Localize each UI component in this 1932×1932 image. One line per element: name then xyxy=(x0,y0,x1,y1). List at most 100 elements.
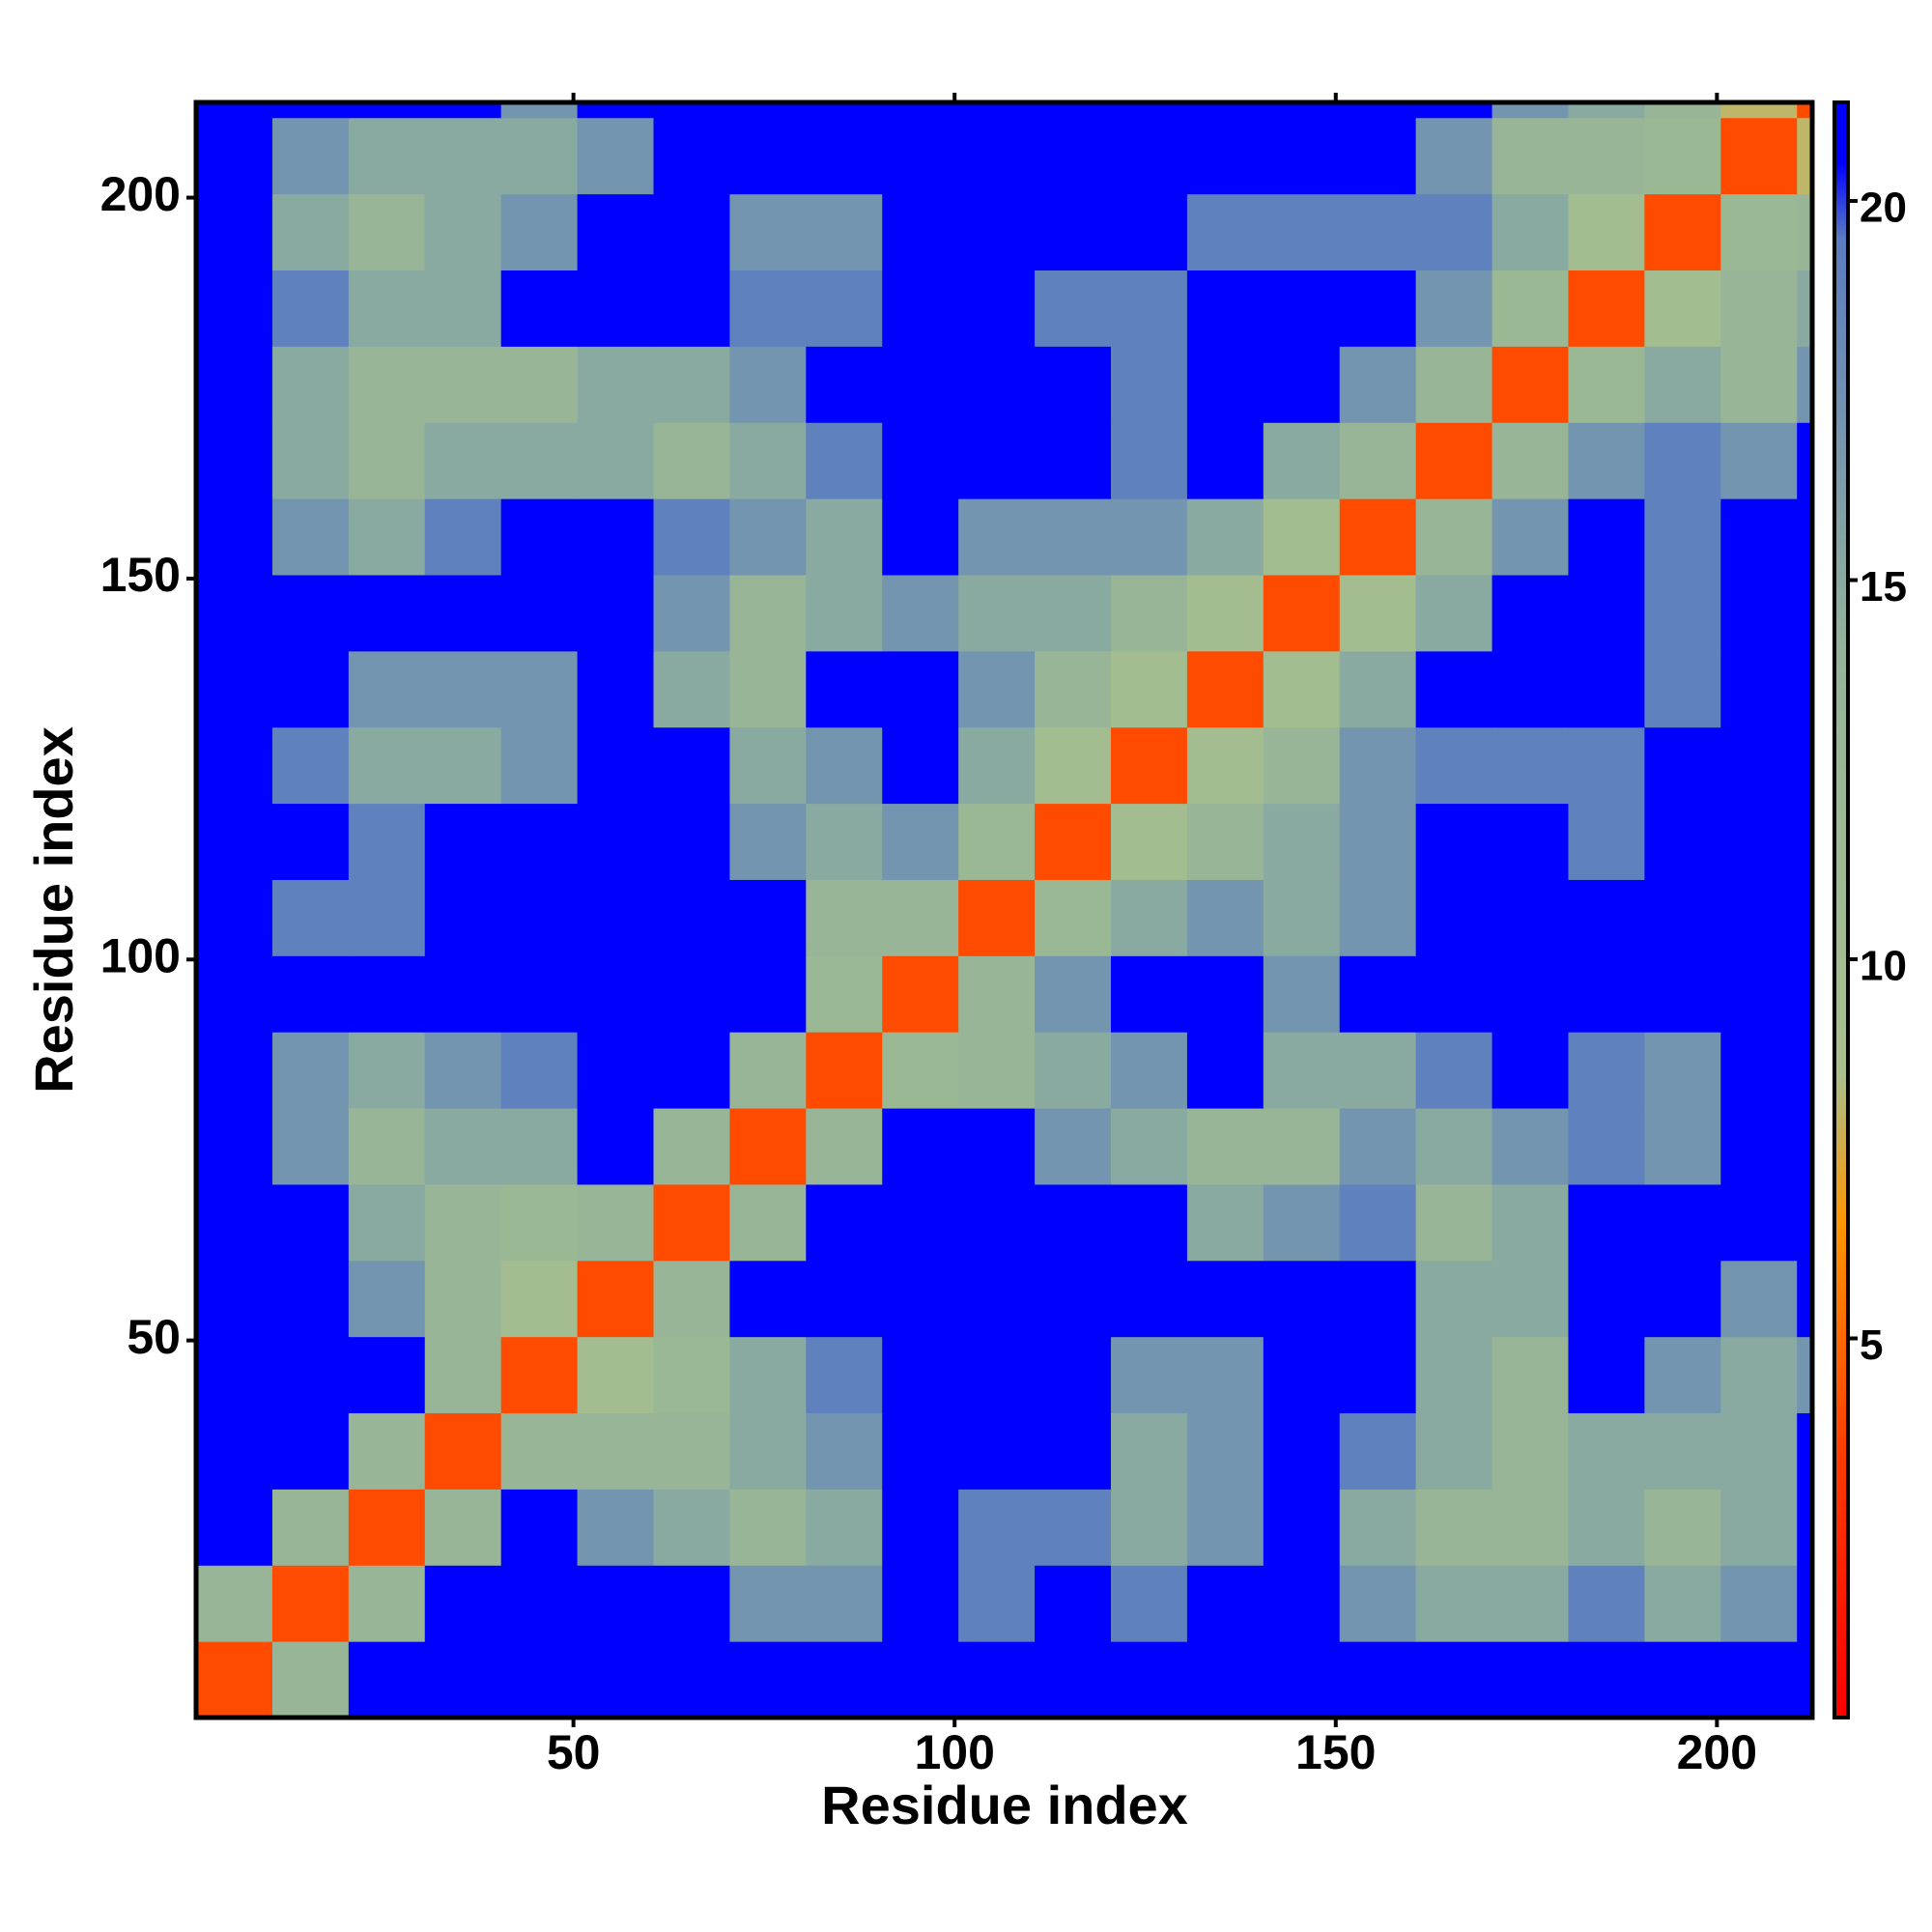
heatmap-cell xyxy=(1263,1412,1341,1490)
heatmap-cell xyxy=(1492,574,1569,652)
heatmap-cell xyxy=(1186,102,1264,119)
heatmap-cell xyxy=(958,803,1036,880)
heatmap-cell xyxy=(1035,270,1112,347)
heatmap-cell xyxy=(958,1412,1036,1490)
heatmap-cell xyxy=(1186,1032,1264,1109)
heatmap-cell xyxy=(1263,1489,1341,1566)
heatmap-cell xyxy=(348,117,426,195)
heatmap-cell xyxy=(1644,498,1721,576)
heatmap-cell xyxy=(1415,1032,1493,1109)
heatmap-cell xyxy=(1186,955,1264,1033)
heatmap-cell xyxy=(1492,117,1569,195)
heatmap-cell xyxy=(500,346,579,423)
heatmap-cell xyxy=(882,117,959,195)
heatmap-cell xyxy=(1110,803,1188,880)
heatmap-cell xyxy=(424,1108,502,1185)
heatmap-cell xyxy=(348,270,426,347)
heatmap-cell xyxy=(424,498,502,576)
heatmap-cell xyxy=(958,879,1036,956)
heatmap-cell xyxy=(1263,498,1341,576)
heatmap-cell xyxy=(196,1183,273,1262)
heatmap-cell xyxy=(806,1565,883,1642)
heatmap-cell xyxy=(1263,955,1341,1033)
heatmap-cell xyxy=(1568,117,1645,195)
heatmap-cell xyxy=(882,1032,959,1109)
heatmap-cell xyxy=(1035,1108,1112,1185)
heatmap-cell xyxy=(1720,955,1798,1033)
heatmap-cell xyxy=(806,726,883,805)
heatmap-cell xyxy=(500,726,579,805)
heatmap-cell xyxy=(729,498,807,576)
heatmap-cell xyxy=(1568,1641,1645,1719)
heatmap-cell xyxy=(1644,1489,1721,1566)
heatmap-cell xyxy=(271,1032,350,1109)
heatmap-cell xyxy=(958,422,1036,499)
heatmap-cell xyxy=(577,1565,654,1642)
heatmap-cell xyxy=(1339,879,1417,956)
heatmap-cell xyxy=(577,346,654,423)
heatmap-cell xyxy=(1797,346,1813,423)
heatmap-cell xyxy=(1339,803,1417,880)
heatmap-cell xyxy=(958,1032,1036,1109)
heatmap-cell xyxy=(1644,574,1721,652)
heatmap-cell xyxy=(958,650,1036,728)
heatmap-cell xyxy=(1492,1641,1569,1719)
heatmap-cell xyxy=(1720,1489,1798,1566)
heatmap-cell xyxy=(1263,726,1341,805)
heatmap-cell xyxy=(958,1641,1036,1719)
heatmap-cell xyxy=(1415,1489,1493,1566)
heatmap-cell xyxy=(882,955,959,1033)
heatmap-cell xyxy=(729,955,807,1033)
heatmap-cell xyxy=(1492,1412,1569,1490)
heatmap-cell xyxy=(1644,422,1721,499)
heatmap-cell xyxy=(653,1412,730,1490)
heatmap-cell xyxy=(1263,1032,1341,1109)
heatmap-cell xyxy=(348,650,426,728)
heatmap-cell xyxy=(1035,879,1112,956)
heatmap-cell xyxy=(1035,1412,1112,1490)
heatmap-cell xyxy=(348,1336,426,1414)
heatmap-cell xyxy=(882,193,959,271)
heatmap-cell xyxy=(1644,1641,1721,1719)
heatmap-cell xyxy=(577,498,654,576)
heatmap-cell xyxy=(1186,1489,1264,1566)
heatmap-cell xyxy=(958,270,1036,347)
heatmap-cell xyxy=(806,270,883,347)
heatmap-cell xyxy=(196,1108,273,1185)
heatmap-cell xyxy=(1186,1565,1264,1642)
heatmap-cell xyxy=(424,422,502,499)
heatmap-cell xyxy=(1720,1565,1798,1642)
heatmap-cell xyxy=(500,1183,579,1262)
heatmap-cell xyxy=(1568,726,1645,805)
heatmap-cell xyxy=(1415,1412,1493,1490)
heatmap-cell xyxy=(196,1565,273,1642)
heatmap-cell xyxy=(424,1412,502,1490)
heatmap-cell xyxy=(348,1412,426,1490)
heatmap-cell xyxy=(271,574,350,652)
heatmap-cell xyxy=(196,1032,273,1109)
heatmap-cell xyxy=(1492,1183,1569,1262)
heatmap-cell xyxy=(882,1489,959,1566)
heatmap-cell xyxy=(1720,1336,1798,1414)
heatmap-cell xyxy=(1263,879,1341,956)
heatmap-cell xyxy=(1644,650,1721,728)
heatmap-cell xyxy=(348,422,426,499)
heatmap-cell xyxy=(1568,270,1645,347)
heatmap-cell xyxy=(500,1489,579,1566)
heatmap-cell xyxy=(882,270,959,347)
heatmap-cell xyxy=(653,193,730,271)
heatmap-cell xyxy=(653,1108,730,1185)
heatmap-cell xyxy=(577,1183,654,1262)
heatmap-cell xyxy=(1186,498,1264,576)
heatmap-cell xyxy=(1263,1260,1341,1338)
heatmap-cell xyxy=(1644,1260,1721,1338)
heatmap-cell xyxy=(653,803,730,880)
heatmap-cells xyxy=(196,102,1813,1719)
heatmap-cell xyxy=(1110,346,1188,423)
heatmap-cell xyxy=(1568,1183,1645,1262)
heatmap-cell xyxy=(1110,1032,1188,1109)
heatmap-cell xyxy=(577,270,654,347)
heatmap-cell xyxy=(1644,1183,1721,1262)
heatmap-cell xyxy=(500,1108,579,1185)
heatmap-cell xyxy=(1263,102,1341,119)
